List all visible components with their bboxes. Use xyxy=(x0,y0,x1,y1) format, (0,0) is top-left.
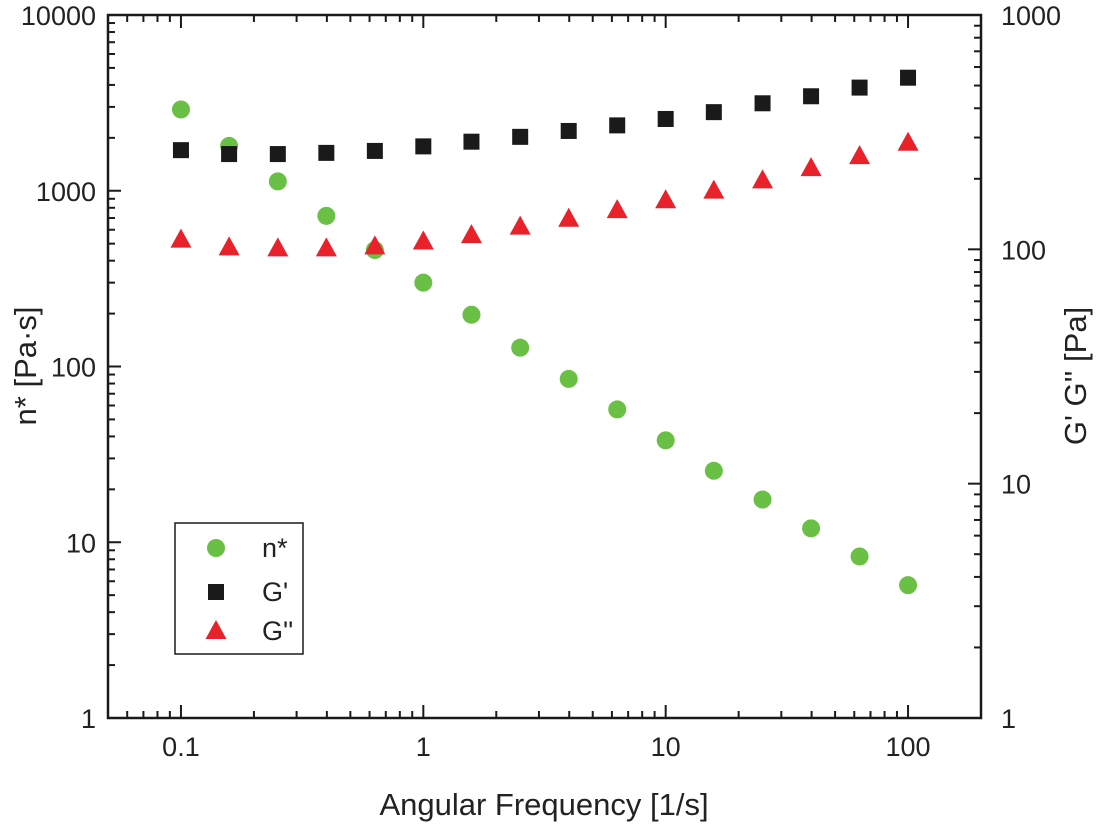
data-point-g-double-prime xyxy=(218,236,240,256)
data-point-g-double-prime xyxy=(703,179,725,199)
data-point-g-prime xyxy=(415,138,432,155)
data-point-g-prime xyxy=(900,69,917,86)
data-point-g-double-prime xyxy=(460,224,482,244)
data-point-g-prime xyxy=(803,88,820,105)
y-left-tick-label: 10 xyxy=(66,528,96,558)
data-point-g-prime xyxy=(366,142,383,159)
data-point-g-prime xyxy=(512,128,529,145)
x-tick-label: 1 xyxy=(416,732,431,762)
data-point-g-double-prime xyxy=(606,199,628,219)
data-point-n-star xyxy=(656,431,675,450)
x-tick-label: 100 xyxy=(886,732,931,762)
data-point-n-star xyxy=(753,490,772,509)
data-point-g-prime xyxy=(560,122,577,139)
x-tick-label: 10 xyxy=(651,732,681,762)
data-point-n-star xyxy=(511,338,530,357)
y-right-tick-label: 100 xyxy=(1001,235,1046,265)
legend-marker-g-double-prime xyxy=(205,620,227,639)
legend-markers xyxy=(205,539,227,639)
data-point-g-double-prime xyxy=(752,169,774,189)
data-point-g-prime xyxy=(172,142,189,159)
data-point-g-prime xyxy=(754,95,771,112)
data-point-g-prime xyxy=(269,146,286,163)
y-axis-title-left: n* [Pa·s] xyxy=(8,307,43,426)
legend-marker-n-star xyxy=(207,539,225,557)
data-point-g-double-prime xyxy=(849,145,871,165)
data-point-g-prime xyxy=(657,110,674,127)
data-point-n-star xyxy=(317,206,336,225)
y-right-tick-label: 10 xyxy=(1001,470,1031,500)
data-point-g-double-prime xyxy=(315,237,337,257)
data-point-g-double-prime xyxy=(897,131,919,151)
legend-label-n-star: n* xyxy=(262,533,288,563)
series-g-double-prime xyxy=(170,131,919,257)
y-left-tick-label: 1000 xyxy=(36,177,96,207)
data-point-g-prime xyxy=(463,133,480,150)
y-right-tick-label: 1000 xyxy=(1001,1,1061,31)
y-left-tick-label: 1 xyxy=(81,704,96,734)
x-axis-title: Angular Frequency [1/s] xyxy=(379,787,708,822)
data-point-g-double-prime xyxy=(412,230,434,250)
data-point-g-prime xyxy=(221,146,238,163)
data-point-g-double-prime xyxy=(655,189,677,209)
data-point-n-star xyxy=(414,273,433,292)
legend-label-g-prime: G' xyxy=(262,577,288,607)
data-point-g-prime xyxy=(705,104,722,121)
data-point-g-prime xyxy=(318,144,335,161)
series-n-star xyxy=(171,100,918,595)
data-point-n-star xyxy=(559,369,578,388)
x-tick-label: 0.1 xyxy=(162,732,200,762)
data-point-g-double-prime xyxy=(800,157,822,177)
legend-label-g-double-prime: G'' xyxy=(262,616,293,646)
data-point-n-star xyxy=(268,172,287,191)
data-point-n-star xyxy=(704,461,723,480)
data-point-n-star xyxy=(850,547,869,566)
series-g-prime xyxy=(172,69,917,163)
data-point-n-star xyxy=(462,305,481,324)
data-point-n-star xyxy=(802,519,821,538)
data-point-g-double-prime xyxy=(170,228,192,248)
data-point-g-prime xyxy=(851,79,868,96)
y-left-tick-label: 100 xyxy=(51,353,96,383)
data-point-n-star xyxy=(608,400,627,419)
legend-marker-g-prime xyxy=(208,584,224,600)
legend: n* G' G'' xyxy=(174,522,304,655)
data-point-n-star xyxy=(171,100,190,119)
data-point-g-prime xyxy=(609,117,626,134)
y-axis-title-right: G' G'' [Pa] xyxy=(1058,307,1093,445)
marks-layer xyxy=(170,69,919,595)
data-point-g-double-prime xyxy=(509,215,531,235)
axes-layer: 0.1 1 10 100 1 10 100 1000 10000 1 10 100 1000 xyxy=(21,1,1061,762)
data-point-g-double-prime xyxy=(364,235,386,255)
data-point-g-double-prime xyxy=(267,237,289,257)
legend-box xyxy=(174,522,304,655)
y-left-tick-label: 10000 xyxy=(21,1,96,31)
data-point-g-double-prime xyxy=(558,207,580,227)
y-right-tick-label: 1 xyxy=(1001,704,1016,734)
data-point-n-star xyxy=(899,576,918,595)
